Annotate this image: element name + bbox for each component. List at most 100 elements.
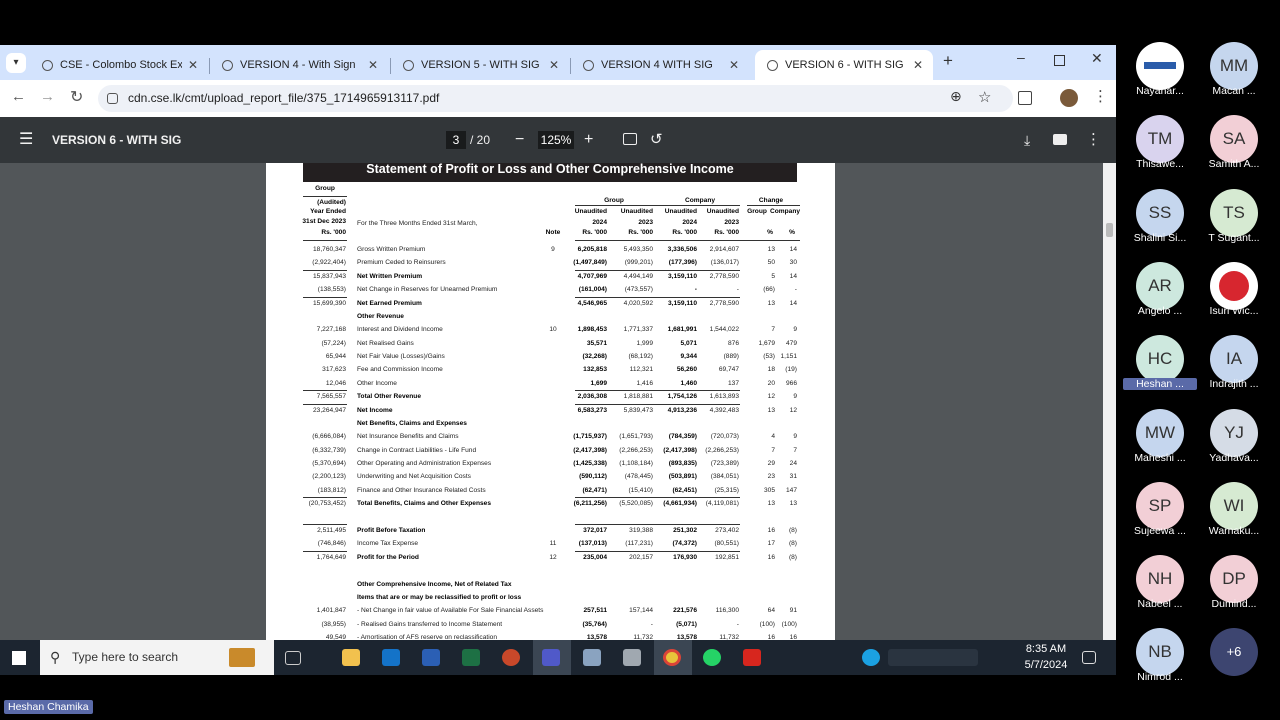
site-info[interactable]: [107, 93, 118, 104]
prior-year-value: (183,812): [317, 486, 346, 494]
avatar[interactable]: DP: [1210, 555, 1258, 604]
search-box[interactable]: ⚲ Type here to search: [40, 640, 274, 675]
participant-name: Dumind...: [1211, 598, 1257, 611]
restore[interactable]: [1054, 55, 1065, 66]
app[interactable]: [623, 649, 641, 666]
period-value: 1,416: [636, 379, 653, 387]
avatar[interactable]: SP: [1136, 481, 1184, 530]
tab-search[interactable]: ▾: [6, 53, 26, 73]
year-header: 2024: [682, 219, 697, 226]
extensions[interactable]: [1018, 91, 1032, 105]
avatar[interactable]: YJ: [1210, 408, 1258, 457]
rule: [303, 390, 347, 391]
change-percent: 31: [789, 473, 797, 481]
help[interactable]: [862, 649, 880, 666]
close-window[interactable]: ✕: [1091, 50, 1103, 66]
print[interactable]: [1053, 134, 1067, 145]
scroll-thumb[interactable]: [1106, 223, 1113, 237]
forward[interactable]: →: [40, 88, 55, 105]
avatar[interactable]: IA: [1210, 335, 1258, 384]
rule: [575, 523, 740, 525]
notifications[interactable]: [1082, 651, 1096, 664]
rule: [575, 390, 740, 391]
profile[interactable]: [1060, 89, 1078, 107]
avatar[interactable]: SS: [1136, 188, 1184, 237]
tab[interactable]: VERSION 4 - With Sign ✕: [210, 50, 388, 80]
teams[interactable]: [542, 649, 560, 666]
file-explorer[interactable]: [342, 649, 360, 666]
avatar[interactable]: TS: [1210, 188, 1258, 237]
tab-close[interactable]: ✕: [728, 58, 739, 72]
period-value: (32,268): [582, 353, 607, 361]
menu[interactable]: ⋮: [1093, 88, 1108, 105]
zoom-out[interactable]: −: [515, 131, 525, 148]
start[interactable]: [12, 651, 26, 665]
avatar[interactable]: MW: [1136, 408, 1184, 457]
powerpoint[interactable]: [502, 649, 520, 666]
task-view[interactable]: [285, 651, 301, 665]
bookmark[interactable]: ☆: [978, 89, 992, 106]
row-label: Gross Written Premium: [357, 246, 426, 253]
period-value: -: [650, 620, 653, 628]
download[interactable]: ⤓: [1024, 132, 1031, 148]
tab-close[interactable]: ✕: [367, 58, 378, 72]
system-tray[interactable]: [888, 649, 978, 666]
more-actions[interactable]: ⋮: [1086, 131, 1101, 148]
whatsapp[interactable]: [703, 649, 721, 666]
row-label: Net Written Premium: [357, 272, 423, 280]
row-label: Net Insurance Benefits and Claims: [357, 433, 459, 441]
tab[interactable]: CSE - Colombo Stock Exchan ✕: [30, 50, 208, 80]
minimize[interactable]: –: [1017, 49, 1025, 65]
new-tab[interactable]: +: [943, 51, 953, 70]
zoom-input[interactable]: 125%: [538, 131, 574, 149]
rotate[interactable]: ↺: [650, 131, 663, 148]
row-label: Net Fair Value (Losses)/Gains: [357, 353, 445, 361]
participants-panel: Nayahar... MM Macan ... TM Thisawe... SA Samit…: [1116, 0, 1280, 720]
tab[interactable]: VERSION 4 WITH SIG ✕: [571, 50, 749, 80]
avatar[interactable]: SA: [1210, 115, 1258, 164]
change-percent: 7: [793, 446, 797, 454]
zoom-icon[interactable]: ⊕: [950, 88, 962, 104]
avatar[interactable]: NB: [1136, 628, 1184, 677]
avatar[interactable]: [1136, 42, 1184, 90]
participant-name: Sujeewa ...: [1134, 524, 1186, 537]
tab[interactable]: VERSION 6 - WITH SIG ✕: [755, 50, 933, 80]
period-value: 4,020,592: [623, 299, 653, 307]
fit-page[interactable]: [623, 133, 637, 145]
word[interactable]: [422, 649, 440, 666]
avatar[interactable]: HC: [1136, 335, 1184, 384]
page-input[interactable]: 3: [446, 131, 466, 149]
percent-header: %: [789, 229, 795, 236]
zoom-in[interactable]: +: [584, 131, 594, 148]
avatar[interactable]: MM: [1210, 42, 1258, 90]
tab-close[interactable]: ✕: [187, 58, 198, 72]
change-percent: 9: [793, 393, 797, 401]
tab[interactable]: VERSION 5 - WITH SIG ✕: [391, 50, 569, 80]
period-value: 4,494,149: [623, 272, 653, 280]
tab-close[interactable]: ✕: [548, 58, 559, 72]
change-percent: 17: [767, 540, 775, 548]
outlook[interactable]: [382, 649, 400, 666]
reload[interactable]: ↻: [70, 89, 84, 106]
acrobat[interactable]: [743, 649, 761, 666]
chrome[interactable]: [663, 649, 681, 666]
rule: [303, 550, 347, 552]
omnibox[interactable]: cdn.cse.lk/cmt/upload_report_file/375_17…: [98, 85, 1013, 112]
avatar[interactable]: NH: [1136, 555, 1184, 604]
avatar[interactable]: AR: [1136, 261, 1184, 310]
change-percent: 30: [789, 259, 797, 267]
prior-year-value: 317,623: [322, 366, 346, 374]
tab-icon: [403, 60, 414, 71]
more-participants[interactable]: +6: [1210, 628, 1258, 676]
back[interactable]: ←: [11, 88, 26, 105]
scrollbar[interactable]: [1103, 163, 1116, 640]
row-label: Total Benefits, Claims and Other Expense…: [357, 500, 491, 508]
sidebar-toggle[interactable]: ☰: [19, 131, 34, 148]
snipping[interactable]: [583, 649, 601, 666]
avatar[interactable]: WI: [1210, 481, 1258, 530]
excel[interactable]: [462, 649, 480, 666]
avatar[interactable]: [1210, 261, 1258, 310]
avatar[interactable]: TM: [1136, 115, 1184, 164]
period-value: 1,818,881: [623, 393, 653, 401]
tab-close[interactable]: ✕: [912, 58, 923, 72]
